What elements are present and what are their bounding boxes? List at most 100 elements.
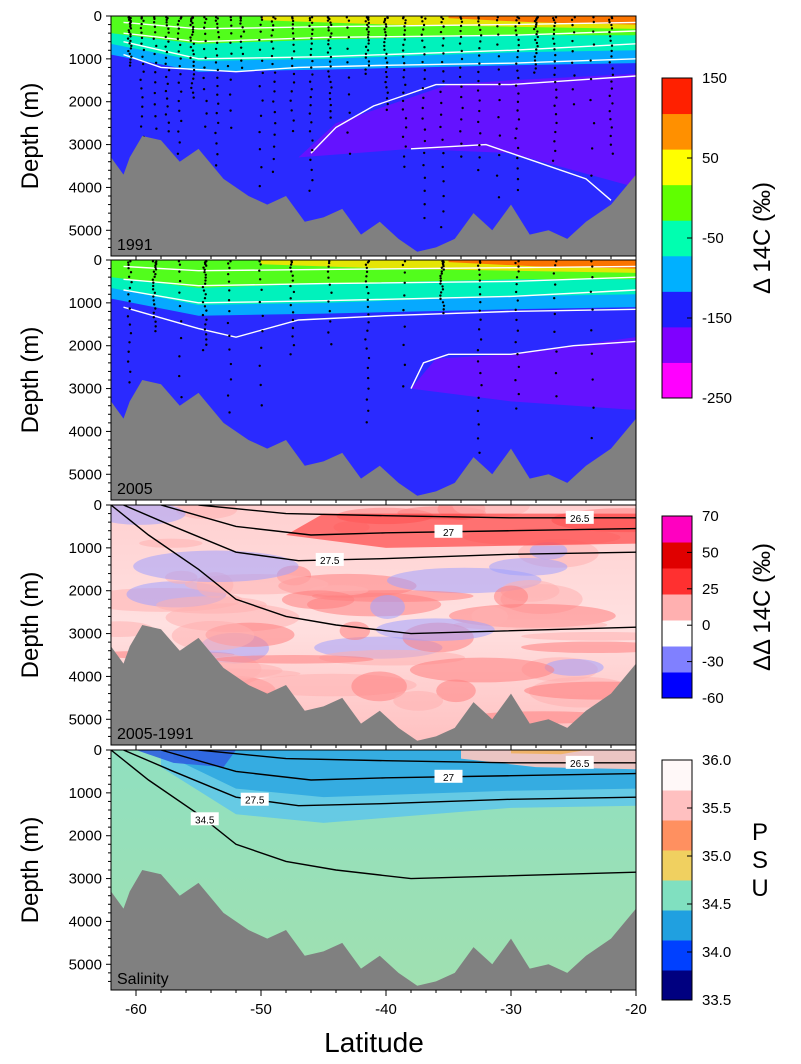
bathymetry xyxy=(111,625,636,745)
colorbar-0: 150 50 -50 -150 -250 Δ 14C (‰) xyxy=(661,70,776,407)
station-sample xyxy=(291,23,295,26)
station-sample xyxy=(204,279,207,282)
station-sample xyxy=(423,189,426,193)
station-sample xyxy=(216,22,219,26)
station-sample xyxy=(536,30,539,33)
station-sample xyxy=(177,130,180,133)
station-sample xyxy=(215,142,218,145)
station-sample xyxy=(178,109,181,112)
station-sample xyxy=(515,33,518,37)
station-sample xyxy=(141,62,145,66)
station-sample xyxy=(383,19,387,22)
colorbar-label-letter: P xyxy=(752,819,768,846)
y-tick-label: 3000 xyxy=(69,871,102,888)
station-sample xyxy=(258,184,261,188)
colorbar-swatch xyxy=(662,594,692,621)
station-sample xyxy=(152,37,155,40)
station-sample xyxy=(129,270,133,274)
station-sample xyxy=(514,379,517,382)
station-sample xyxy=(571,50,574,53)
contour-line xyxy=(123,265,636,272)
station-sample xyxy=(478,273,481,276)
station-sample xyxy=(346,26,349,29)
station-sample xyxy=(258,38,261,42)
station-sample xyxy=(573,74,576,77)
station-sample xyxy=(440,266,444,269)
y-tick-label: 4000 xyxy=(69,179,102,196)
station-sample xyxy=(441,138,444,141)
station-sample xyxy=(310,168,313,172)
station-sample xyxy=(515,62,518,65)
station-sample xyxy=(203,282,207,285)
station-sample xyxy=(517,92,520,95)
station-sample xyxy=(572,31,576,34)
station-sample xyxy=(478,62,481,65)
station-sample xyxy=(167,40,170,43)
station-sample xyxy=(460,49,463,53)
station-sample xyxy=(552,272,556,275)
station-sample xyxy=(177,27,181,30)
station-sample xyxy=(189,56,192,60)
station-sample xyxy=(421,106,424,110)
station-sample xyxy=(203,66,206,69)
station-sample xyxy=(203,21,207,24)
field-patch xyxy=(493,585,529,608)
station-sample xyxy=(365,347,368,350)
station-sample xyxy=(551,17,555,20)
station-sample xyxy=(180,395,183,399)
station-sample xyxy=(229,18,233,22)
y-tick-label: 4000 xyxy=(69,668,102,685)
station-sample xyxy=(402,68,406,72)
station-sample xyxy=(192,60,195,64)
station-sample xyxy=(154,320,157,323)
station-sample xyxy=(401,108,405,111)
station-sample xyxy=(401,17,405,20)
station-sample xyxy=(592,122,596,125)
station-sample xyxy=(327,300,330,303)
station-sample xyxy=(129,39,132,43)
station-sample xyxy=(364,20,367,23)
station-sample xyxy=(364,45,368,49)
station-sample xyxy=(476,89,480,92)
station-sample xyxy=(516,100,520,104)
station-sample xyxy=(230,24,233,27)
station-sample xyxy=(201,348,205,352)
station-sample xyxy=(205,309,208,312)
station-sample xyxy=(367,409,370,412)
station-sample xyxy=(310,42,313,45)
contour-label-bg xyxy=(240,792,269,806)
station-sample xyxy=(477,70,480,74)
station-sample xyxy=(610,23,613,27)
colorbar-swatch xyxy=(662,184,692,221)
station-sample xyxy=(258,278,262,281)
station-sample xyxy=(365,270,369,274)
contour-line xyxy=(310,75,636,154)
station-sample xyxy=(554,130,557,134)
station-sample xyxy=(476,409,480,413)
colorbar-label: ΔΔ 14C (‰) xyxy=(749,543,776,671)
station-sample xyxy=(498,82,501,86)
y-axis-label: Depth (m) xyxy=(17,327,44,434)
station-sample xyxy=(476,348,480,352)
field-band-4 xyxy=(511,750,586,755)
station-sample xyxy=(291,318,295,322)
station-sample xyxy=(477,17,480,20)
station-sample xyxy=(274,17,277,20)
station-sample xyxy=(516,188,520,192)
station-sample xyxy=(227,280,231,283)
station-sample xyxy=(479,300,482,304)
y-tick-label: 5000 xyxy=(69,466,102,483)
station-sample xyxy=(516,146,520,150)
station-sample xyxy=(589,77,593,81)
station-sample xyxy=(205,264,208,267)
panel-1: 0 1000 2000 3000 4000 5000 Depth (m) 2005 xyxy=(17,252,637,506)
station-sample xyxy=(385,52,388,56)
station-sample xyxy=(497,196,501,199)
station-sample xyxy=(517,392,520,396)
station-sample xyxy=(478,47,481,50)
station-sample xyxy=(228,93,232,96)
station-sample xyxy=(152,315,155,319)
station-sample xyxy=(497,116,500,119)
station-sample xyxy=(189,23,192,27)
station-sample xyxy=(496,25,499,28)
